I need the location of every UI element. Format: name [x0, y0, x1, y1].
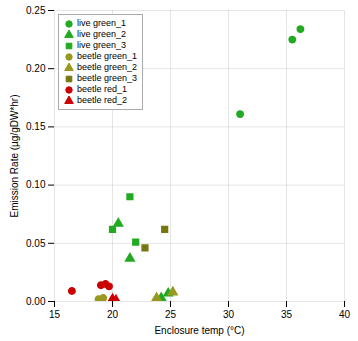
html-text:beetle red_1: beetle red_1	[77, 84, 127, 94]
svg-text:25: 25	[165, 309, 177, 320]
html-text:beetle green_2: beetle green_2	[77, 62, 138, 72]
svg-text:Enclosure temp (°C): Enclosure temp (°C)	[154, 325, 244, 336]
svg-text:Emission Rate (µg/gDW*hr): Emission Rate (µg/gDW*hr)	[9, 94, 20, 217]
svg-text:40: 40	[339, 309, 351, 320]
svg-text:0.00: 0.00	[26, 296, 46, 307]
html-text:beetle green_3: beetle green_3	[77, 73, 138, 83]
svg-text:0.20: 0.20	[26, 63, 46, 74]
svg-text:35: 35	[281, 309, 293, 320]
svg-text:20: 20	[107, 309, 119, 320]
svg-text:0.15: 0.15	[26, 121, 46, 132]
html-text:live green_1: live green_1	[77, 18, 126, 28]
html-text:live green_3: live green_3	[77, 40, 126, 50]
svg-text:0.05: 0.05	[26, 238, 46, 249]
html-text:live green_2: live green_2	[77, 29, 126, 39]
svg-text:0.10: 0.10	[26, 179, 46, 190]
html-text:beetle red_2: beetle red_2	[77, 95, 127, 105]
svg-text:0.25: 0.25	[26, 5, 46, 16]
svg-text:30: 30	[223, 309, 235, 320]
html-text:beetle green_1: beetle green_1	[77, 51, 138, 61]
svg-text:15: 15	[49, 309, 61, 320]
